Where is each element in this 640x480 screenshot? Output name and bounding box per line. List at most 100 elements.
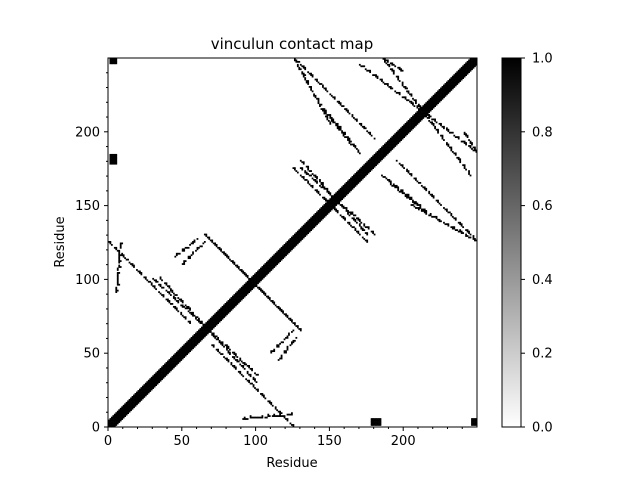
contact-cell [202,329,205,332]
contact-cell [339,103,342,106]
contact-cell [413,119,416,122]
contact-cell [447,81,450,84]
contact-cell [150,282,153,285]
contact-cell [109,242,112,245]
contact-cell [428,111,431,113]
contact-cell [218,320,221,323]
contact-cell [150,283,153,286]
contact-cell [426,108,429,110]
contact-cell [298,60,301,63]
contact-cell [181,350,184,353]
contact-cell [397,140,400,143]
contact-cell [168,365,171,367]
contact-cell [283,350,286,353]
contact-cell [251,416,253,419]
contact-cell [254,285,256,288]
contact-cell [237,266,240,268]
contact-cell [431,105,434,108]
contact-cell [208,326,211,329]
contact-cell [446,83,448,85]
contact-cell [397,142,400,144]
contact-cell [161,279,163,282]
contact-cell [124,409,127,412]
contact-cell [345,207,348,209]
contact-cell [282,257,284,260]
contact-cell [322,207,324,209]
contact-cell [233,297,236,299]
contact-cell [245,289,248,292]
contact-cell [358,180,361,183]
contact-cell [353,184,355,187]
contact-cell [289,246,292,249]
contact-cell [391,136,394,139]
contact-cell [172,295,175,298]
contact-cell [255,274,258,277]
contact-cell [140,390,143,392]
contact-cell [116,273,119,276]
contact-cell [395,142,398,144]
contact-cell [196,338,199,341]
contact-cell [276,260,279,262]
contact-cell [280,354,283,357]
contact-cell [469,58,472,60]
contact-cell [178,348,181,351]
contact-cell [437,93,439,96]
contact-cell [316,223,318,226]
contact-cell [438,100,441,103]
contact-cell [407,193,410,196]
contact-cell [367,226,370,229]
contact-cell [134,393,137,395]
contact-cell [364,171,367,174]
contact-cell [301,227,304,230]
contact-cell [153,376,156,379]
contact-cell [441,97,444,100]
contact-cell [348,183,351,186]
contact-cell [230,301,233,304]
contact-cell [389,149,392,152]
contact-cell [274,407,277,410]
contact-cell [279,412,281,415]
contact-cell [450,131,453,134]
contact-cell [143,384,146,386]
contact-cell [336,127,339,130]
contact-cell [443,87,445,90]
contact-cell [236,291,239,293]
contact-cell [317,220,320,223]
contact-cell [199,338,202,341]
contact-cell [323,186,326,189]
contact-cell [453,74,456,77]
contact-cell [457,78,460,81]
contact-cell [147,382,150,385]
contact-cell [140,398,143,401]
contact-cell [234,367,237,370]
contact-cell [200,335,203,338]
contact-cell [440,90,442,93]
contact-cell [348,184,351,187]
contact-cell [193,341,196,344]
contact-cell [217,319,219,322]
contact-cell [205,323,208,326]
contact-cell [295,232,298,234]
contact-cell [329,208,332,211]
contact-cell [475,60,478,63]
contact-cell [416,204,419,206]
contact-cell [186,348,189,351]
contact-cell [109,421,112,423]
contact-cell [385,153,388,156]
contact-cell [438,89,441,91]
contact-cell [394,184,397,187]
contact-cell [198,329,200,332]
contact-cell [326,208,329,211]
contact-cell [221,310,224,313]
contact-cell [162,372,165,375]
contact-cell [121,409,124,412]
contact-cell [367,161,370,164]
contact-cell [209,326,212,329]
contact-cell [181,248,184,251]
contact-cell [233,295,236,298]
contact-cell [370,158,373,161]
contact-cell [451,83,454,85]
contact-cell [174,360,177,363]
contact-cell [215,348,218,351]
contact-cell [317,212,320,215]
